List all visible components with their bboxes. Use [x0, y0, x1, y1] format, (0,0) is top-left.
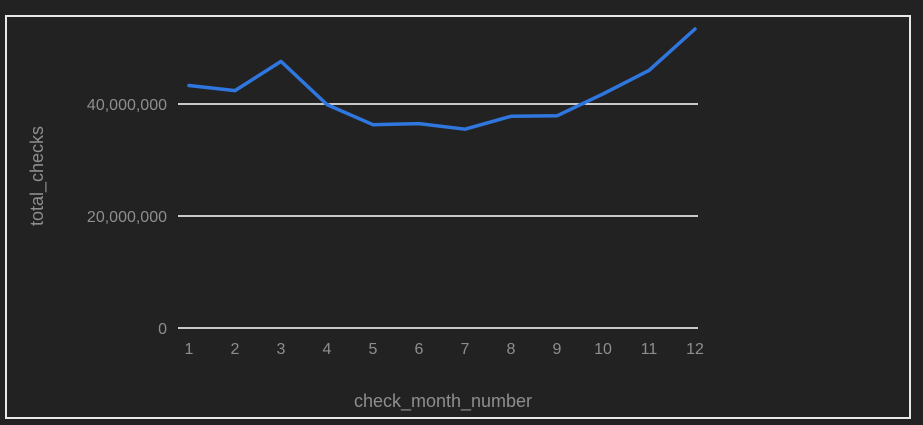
x-tick-label: 11: [641, 341, 658, 358]
x-tick-label: 2: [231, 341, 240, 358]
y-tick-label: 20,000,000: [87, 209, 167, 226]
x-tick-label: 1: [185, 341, 194, 358]
y-tick-label: 0: [158, 321, 167, 338]
x-tick-label: 6: [415, 341, 424, 358]
y-axis-title: total_checks: [27, 126, 48, 226]
x-tick-labels: 1 2 3 4 5 6 7 8 9 10 11 12: [185, 341, 704, 358]
series-line: [187, 27, 697, 131]
chart-frame: [5, 15, 911, 419]
x-tick-label: 3: [277, 341, 286, 358]
x-tick-label: 5: [369, 341, 378, 358]
x-tick-label: 8: [507, 341, 516, 358]
x-tick-label: 12: [686, 341, 704, 358]
y-tick-labels: 0 20,000,000 40,000,000: [87, 97, 167, 338]
x-tick-label: 10: [594, 341, 612, 358]
y-tick-label: 40,000,000: [87, 97, 167, 114]
gridlines: [178, 103, 698, 329]
x-tick-label: 7: [461, 341, 470, 358]
x-tick-label: 4: [323, 341, 332, 358]
x-axis-title: check_month_number: [354, 391, 532, 412]
x-tick-label: 9: [553, 341, 562, 358]
